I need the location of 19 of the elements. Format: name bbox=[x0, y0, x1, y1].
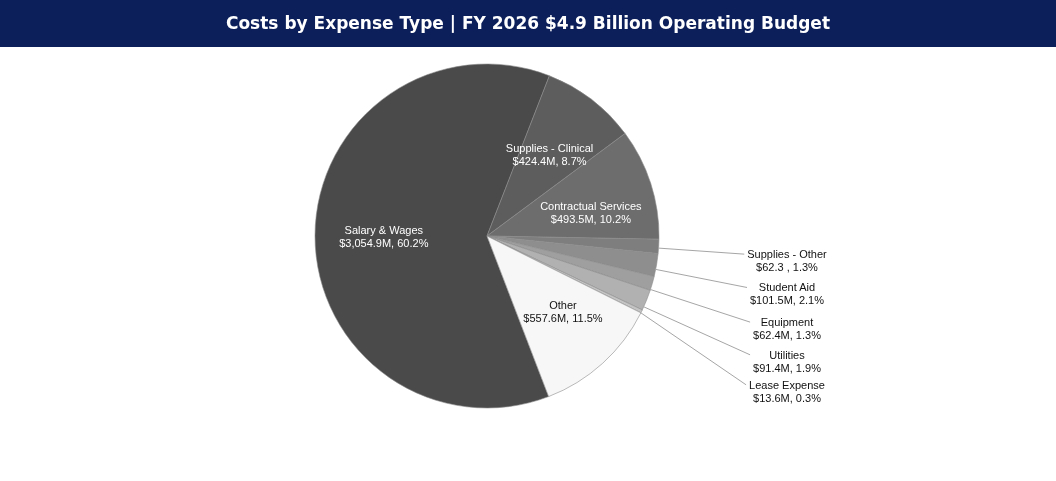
data-label: $101.5M, 2.1% bbox=[750, 294, 825, 307]
slice-label: Other bbox=[549, 298, 578, 311]
data-label: $91.4M, 1.9% bbox=[753, 361, 822, 374]
slice-label: Utilities bbox=[769, 348, 806, 361]
data-label: $557.6M, 11.5% bbox=[523, 311, 603, 324]
data-label: $493.5M, 10.2% bbox=[550, 212, 632, 225]
data-label: $62.4M, 1.3% bbox=[753, 329, 822, 342]
chart-title: Costs by Expense Type | FY 2026 $4.9 Billion Operating Budget bbox=[225, 13, 831, 33]
slice-label: Equipment bbox=[760, 316, 814, 329]
data-label: $13.6M, 0.3% bbox=[753, 391, 822, 404]
slice-label: Student Aid bbox=[758, 281, 816, 294]
slice-label: Contractual Services bbox=[540, 199, 643, 212]
data-label: $62.3 , 1.3% bbox=[756, 261, 819, 274]
slice-label: Lease Expense bbox=[749, 378, 825, 391]
slice-label: Supplies - Clinical bbox=[505, 141, 594, 154]
slice-label: Salary & Wages bbox=[344, 223, 424, 236]
data-label: $424.4M, 8.7% bbox=[512, 154, 587, 167]
slice-label: Supplies - Other bbox=[747, 248, 828, 261]
data-label: $3,054.9M, 60.2% bbox=[339, 236, 429, 249]
